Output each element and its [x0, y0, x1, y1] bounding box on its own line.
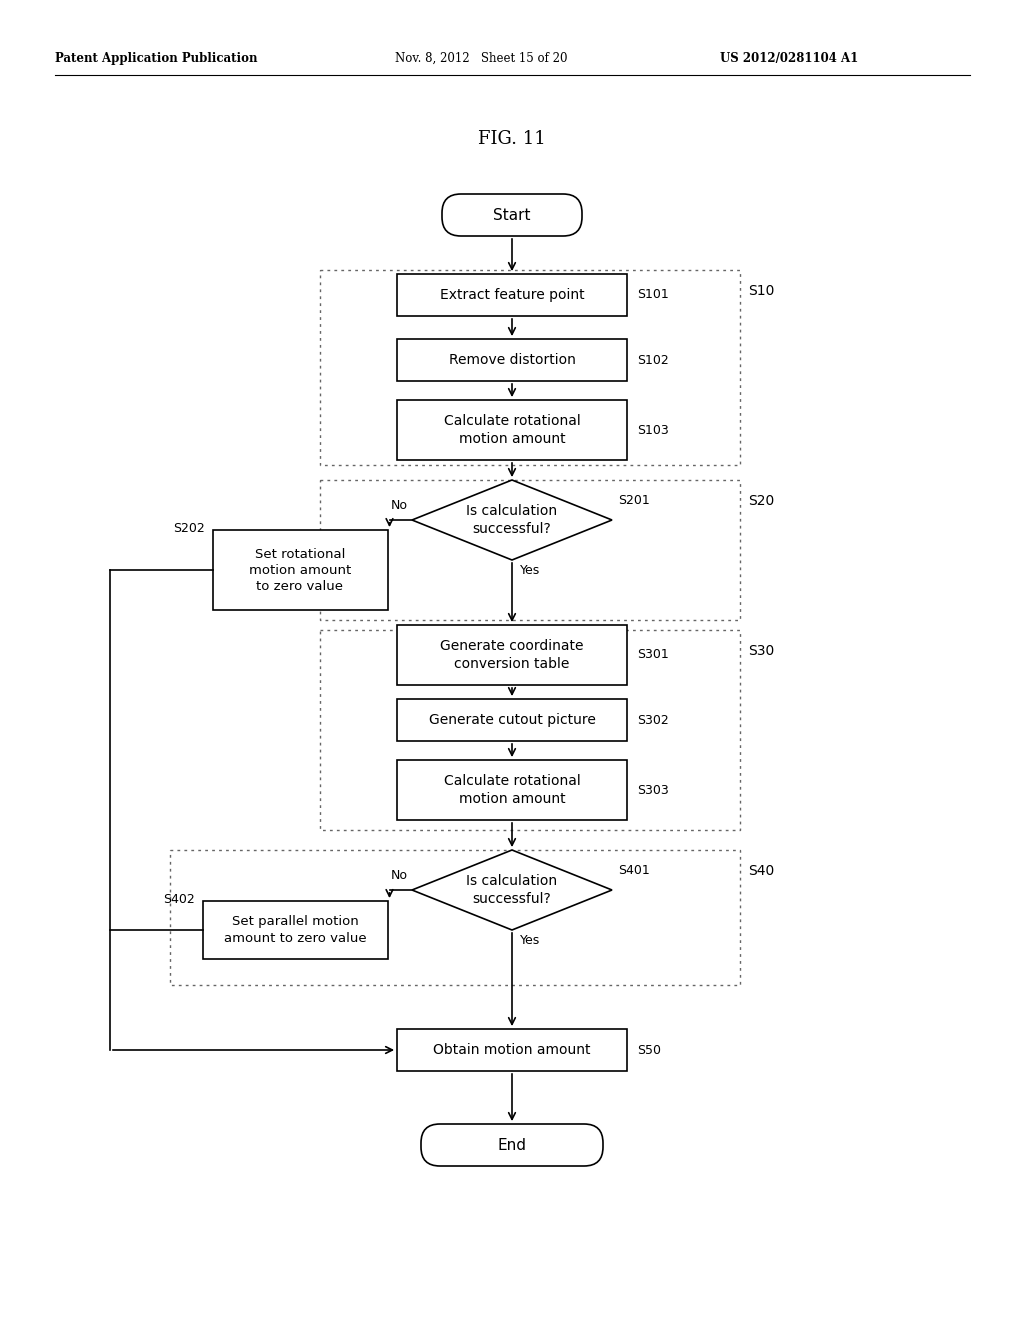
- Text: S102: S102: [637, 354, 669, 367]
- Bar: [397, 400, 627, 459]
- Text: Extract feature point: Extract feature point: [439, 288, 585, 302]
- Text: US 2012/0281104 A1: US 2012/0281104 A1: [720, 51, 858, 65]
- Bar: [319, 480, 740, 620]
- Polygon shape: [412, 850, 612, 931]
- Bar: [319, 271, 740, 465]
- Text: FIG. 11: FIG. 11: [478, 129, 546, 148]
- Text: S101: S101: [637, 289, 669, 301]
- Bar: [397, 624, 627, 685]
- Text: S401: S401: [618, 863, 650, 876]
- FancyBboxPatch shape: [421, 1125, 603, 1166]
- Bar: [397, 275, 627, 315]
- Bar: [397, 760, 627, 820]
- Text: Generate coordinate
conversion table: Generate coordinate conversion table: [440, 639, 584, 671]
- Text: No: No: [391, 499, 408, 512]
- Text: Yes: Yes: [520, 935, 541, 946]
- Text: Set rotational
motion amount
to zero value: Set rotational motion amount to zero val…: [249, 548, 351, 593]
- Bar: [397, 1030, 627, 1071]
- Text: Patent Application Publication: Patent Application Publication: [55, 51, 257, 65]
- Text: S302: S302: [637, 714, 669, 726]
- Bar: [213, 531, 387, 610]
- Text: Calculate rotational
motion amount: Calculate rotational motion amount: [443, 414, 581, 446]
- Text: S202: S202: [173, 521, 205, 535]
- Text: S303: S303: [637, 784, 669, 796]
- Polygon shape: [412, 480, 612, 560]
- Text: S20: S20: [748, 494, 774, 508]
- Bar: [203, 902, 387, 960]
- Text: S40: S40: [748, 865, 774, 878]
- Text: S201: S201: [618, 494, 650, 507]
- Text: S301: S301: [637, 648, 669, 661]
- Text: Is calculation
successful?: Is calculation successful?: [467, 874, 557, 906]
- Text: S402: S402: [163, 894, 195, 906]
- Text: Yes: Yes: [520, 564, 541, 577]
- Bar: [170, 850, 740, 985]
- Text: Start: Start: [494, 207, 530, 223]
- Text: S103: S103: [637, 424, 669, 437]
- FancyBboxPatch shape: [442, 194, 582, 236]
- Text: No: No: [391, 869, 408, 882]
- Bar: [397, 700, 627, 741]
- Text: Nov. 8, 2012   Sheet 15 of 20: Nov. 8, 2012 Sheet 15 of 20: [395, 51, 567, 65]
- Text: S30: S30: [748, 644, 774, 657]
- Text: Is calculation
successful?: Is calculation successful?: [467, 504, 557, 536]
- Text: Generate cutout picture: Generate cutout picture: [429, 713, 595, 727]
- Text: End: End: [498, 1138, 526, 1152]
- Text: S10: S10: [748, 284, 774, 298]
- Bar: [319, 630, 740, 830]
- Text: S50: S50: [637, 1044, 662, 1056]
- Text: Remove distortion: Remove distortion: [449, 352, 575, 367]
- Bar: [397, 339, 627, 381]
- Text: Set parallel motion
amount to zero value: Set parallel motion amount to zero value: [223, 916, 367, 945]
- Text: Calculate rotational
motion amount: Calculate rotational motion amount: [443, 775, 581, 805]
- Text: Obtain motion amount: Obtain motion amount: [433, 1043, 591, 1057]
